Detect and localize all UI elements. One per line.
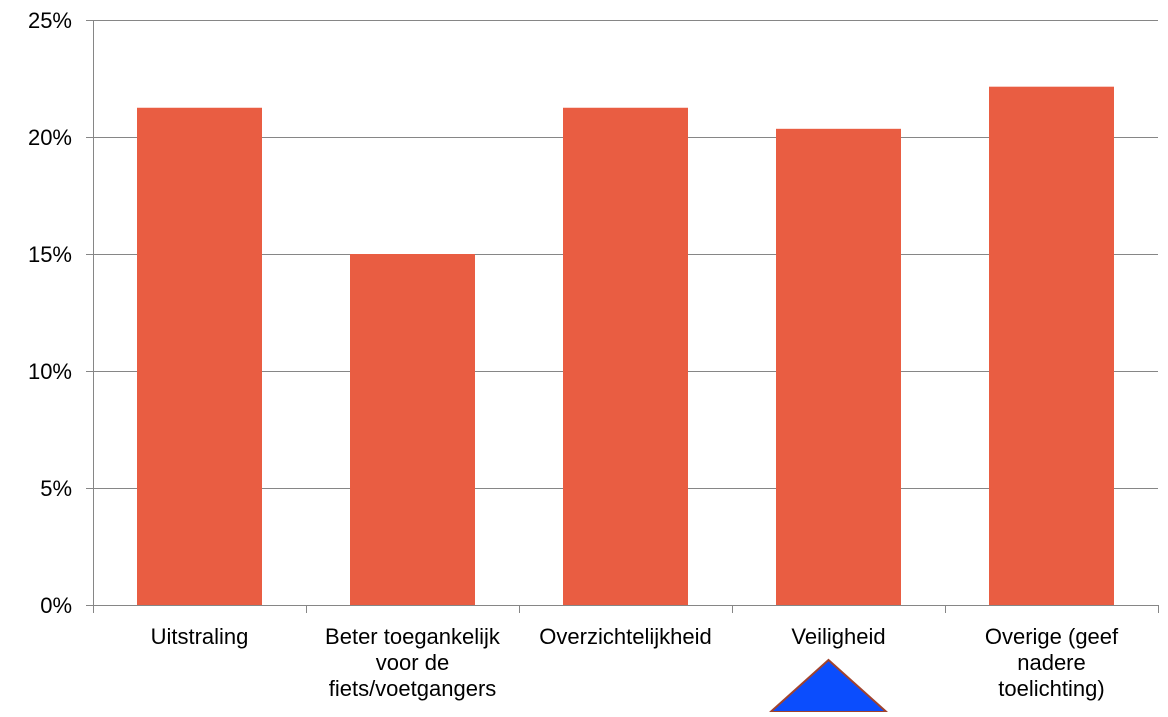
bar	[137, 107, 262, 605]
bars	[137, 86, 1114, 605]
x-tick-label-line: Overige (geef	[985, 624, 1119, 649]
y-tick-label: 5%	[40, 476, 72, 501]
annotation-marker	[767, 658, 890, 713]
x-tick-label: Overige (geef nadere toelichting)	[985, 624, 1119, 701]
axes	[86, 20, 1159, 613]
y-tick-label: 10%	[28, 359, 72, 384]
triangle-marker	[767, 658, 890, 713]
x-tick-label-line: fiets/voetgangers	[329, 676, 497, 701]
y-tick-label: 25%	[28, 8, 72, 33]
x-tick-label: Veiligheid	[791, 624, 885, 649]
x-tick-label-line: Overzichtelijkheid	[539, 624, 711, 649]
bar	[989, 86, 1114, 605]
x-tick-label: Beter toegankelijk voor de fiets/voetgange…	[325, 624, 501, 701]
y-tick-label: 20%	[28, 125, 72, 150]
bar	[350, 254, 475, 605]
x-tick-labels: Uitstraling Beter toegankelijk voor de fiet…	[151, 624, 1119, 701]
x-tick-label: Overzichtelijkheid	[539, 624, 711, 649]
y-tick-label: 15%	[28, 242, 72, 267]
x-tick-label-line: Uitstraling	[151, 624, 249, 649]
x-tick-label-line: Veiligheid	[791, 624, 885, 649]
y-tick-labels: 0% 5% 10% 15% 20% 25%	[28, 8, 72, 618]
x-tick-label-line: nadere	[1017, 650, 1086, 675]
x-tick-label-line: voor de	[376, 650, 449, 675]
bar	[776, 128, 901, 605]
y-tick-label: 0%	[40, 593, 72, 618]
x-tick-label-line: Beter toegankelijk	[325, 624, 501, 649]
x-tick-label: Uitstraling	[151, 624, 249, 649]
x-tick-label-line: toelichting)	[998, 676, 1104, 701]
bar	[563, 107, 688, 605]
